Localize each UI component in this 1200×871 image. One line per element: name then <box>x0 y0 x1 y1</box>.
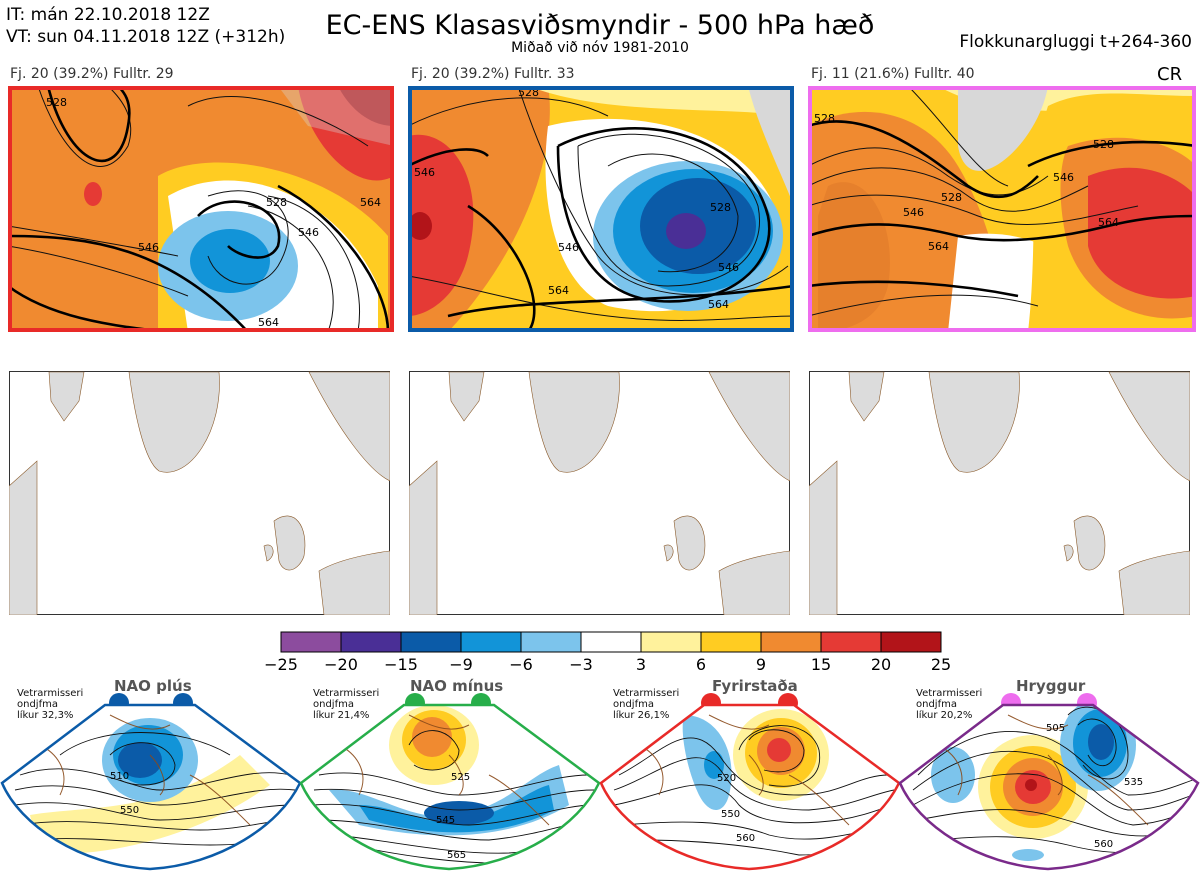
colorbar-swatch <box>640 631 702 653</box>
colorbar-tick: 20 <box>870 655 892 674</box>
colorbar <box>280 631 944 653</box>
colorbar-swatch <box>760 631 822 653</box>
basemap-3 <box>809 371 1190 615</box>
regime-4-info: Vetrarmisseri ondjfma líkur 20,2% <box>916 688 983 721</box>
colorbar-swatch <box>340 631 402 653</box>
cluster-1-contour-label: 564 <box>258 316 279 329</box>
regime-4-name: Hryggur <box>1016 677 1086 695</box>
colorbar-tick: 6 <box>695 655 707 674</box>
colorbar-tick: −20 <box>324 655 358 674</box>
regime-4-contour-label: 535 <box>1124 777 1143 788</box>
regime-1-map: 510 550 <box>0 695 302 871</box>
classification-window: Flokkunargluggi t+264-360 <box>959 32 1192 52</box>
colorbar-tick: −15 <box>384 655 418 674</box>
cluster-2-border <box>408 86 794 332</box>
regime-2-contour-label: 565 <box>447 850 466 861</box>
colorbar-swatch <box>520 631 582 653</box>
cluster-2-label: Fj. 20 (39.2%) Fulltr. 33 <box>411 66 575 82</box>
regime-3-contour-label: 520 <box>717 773 736 784</box>
regime-1-name: NAO plús <box>114 677 192 695</box>
regime-3-map: 520 550 560 <box>599 695 901 871</box>
regime-1-contour-label: 550 <box>120 805 139 816</box>
colorbar-tick: −25 <box>264 655 298 674</box>
cluster-1-label: Fj. 20 (39.2%) Fulltr. 29 <box>10 66 174 82</box>
cluster-1-contour-label: 564 <box>360 196 381 209</box>
cluster-1-contour-label: 528 <box>266 196 287 209</box>
cr-label: CR <box>1157 64 1183 85</box>
basemap-2 <box>409 371 790 615</box>
cluster-3-contour-label: 546 <box>903 206 924 219</box>
cluster-2-contour-label: 528 <box>710 201 731 214</box>
colorbar-swatch <box>460 631 522 653</box>
valid-time: VT: sun 04.11.2018 12Z (+312h) <box>6 27 286 47</box>
cluster-2-contour-label: 564 <box>708 298 729 311</box>
cluster-3-contour-label: 546 <box>1053 171 1074 184</box>
regime-2-map: 525 545 565 <box>299 695 601 871</box>
colorbar-swatch <box>580 631 642 653</box>
regime-2-info: Vetrarmisseri ondjfma líkur 21,4% <box>313 688 380 721</box>
colorbar-swatch <box>400 631 462 653</box>
cluster-2-contour-label: 546 <box>558 241 579 254</box>
cluster-3-map: 528 528 546 546 528 564 564 <box>808 86 1196 332</box>
colorbar-tick: 3 <box>635 655 647 674</box>
cluster-1-contour-label: 528 <box>46 96 67 109</box>
init-time: IT: mán 22.10.2018 12Z <box>6 5 210 25</box>
colorbar-tick: 25 <box>930 655 952 674</box>
cluster-2-contour-label: 546 <box>718 261 739 274</box>
page-subtitle: Miðað við nóv 1981-2010 <box>511 40 689 56</box>
regime-3-name: Fyrirstaða <box>712 677 798 695</box>
regime-3-info: Vetrarmisseri ondjfma líkur 26,1% <box>613 688 680 721</box>
colorbar-tick: −9 <box>449 655 473 674</box>
cluster-2-map: 528 546 528 546 546 564 564 <box>408 86 794 332</box>
regime-2-contour-label: 545 <box>436 815 455 826</box>
regime-2-contour-label: 525 <box>451 772 470 783</box>
colorbar-tick: −6 <box>509 655 533 674</box>
colorbar-tick: −3 <box>569 655 593 674</box>
cluster-2-contour-label: 546 <box>414 166 435 179</box>
cluster-1-contour-label: 546 <box>298 226 319 239</box>
colorbar-tick: 9 <box>755 655 767 674</box>
colorbar-swatch <box>700 631 762 653</box>
cluster-1-border <box>8 86 394 332</box>
regime-4-contour-label: 505 <box>1046 723 1065 734</box>
cluster-3-border <box>808 86 1196 332</box>
page-title: EC-ENS Klasasviðsmyndir - 500 hPa hæð <box>325 10 875 41</box>
regime-1-contour-label: 510 <box>110 771 129 782</box>
colorbar-swatch <box>880 631 942 653</box>
regime-4-map: 505 535 560 <box>898 695 1200 871</box>
cluster-3-contour-label: 564 <box>928 240 949 253</box>
regime-4-contour-label: 560 <box>1094 839 1113 850</box>
colorbar-tick: 15 <box>810 655 832 674</box>
colorbar-swatch <box>820 631 882 653</box>
regime-1-info: Vetrarmisseri ondjfma líkur 32,3% <box>17 688 84 721</box>
header-dates: IT: mán 22.10.2018 12Z VT: sun 04.11.201… <box>6 4 285 48</box>
colorbar-swatch <box>280 631 342 653</box>
cluster-2-contour-label: 564 <box>548 284 569 297</box>
cluster-3-contour-label: 528 <box>1093 138 1114 151</box>
cluster-3-contour-label: 564 <box>1098 216 1119 229</box>
cluster-3-contour-label: 528 <box>941 191 962 204</box>
basemap-1 <box>9 371 390 615</box>
cluster-3-label: Fj. 11 (21.6%) Fulltr. 40 <box>811 66 975 82</box>
cluster-1-contour-label: 546 <box>138 241 159 254</box>
cluster-3-contour-label: 528 <box>814 112 835 125</box>
regime-3-contour-label: 550 <box>721 809 740 820</box>
regime-2-name: NAO mínus <box>410 677 504 695</box>
cluster-1-map: 528 546 546 528 564 564 <box>8 86 394 332</box>
regime-3-contour-label: 560 <box>736 833 755 844</box>
